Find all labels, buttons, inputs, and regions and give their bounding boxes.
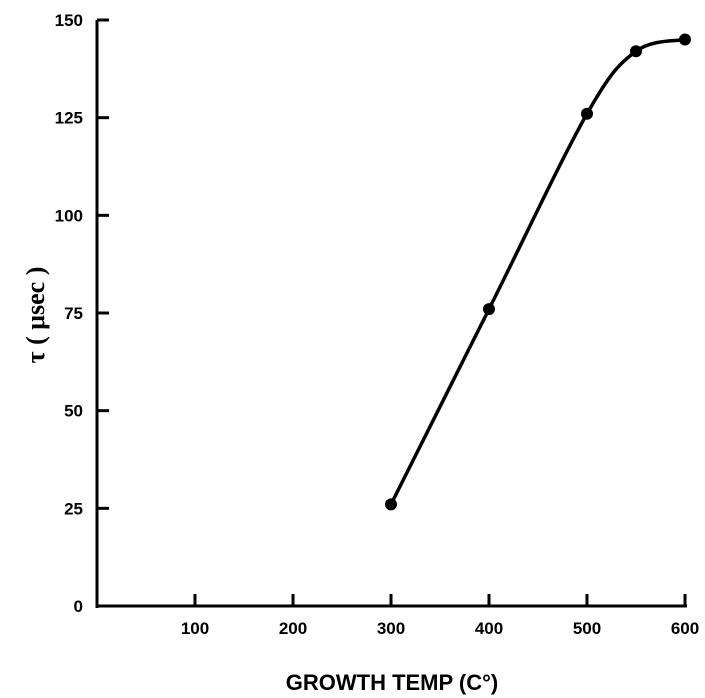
data-point [581,107,593,120]
y-axis-label: τ ( μsec ) [21,267,50,364]
y-tick-label: 125 [55,109,83,128]
y-tick-label: 100 [55,206,83,225]
y-tick-label: 0 [74,597,83,616]
data-point [385,498,397,511]
x-tick-label: 400 [475,619,503,638]
y-tick-label: 25 [64,499,83,518]
y-tick-label: 75 [64,304,83,323]
x-axis-label: GROWTH TEMP (C°) [286,670,498,695]
x-tick-label: 300 [377,619,405,638]
series-line [389,37,687,507]
axes [95,20,687,608]
x-tick-label: 200 [279,619,307,638]
x-tick-label: 600 [671,619,699,638]
x-tick-label: 100 [181,619,209,638]
data-point [483,303,495,316]
data-point [630,45,642,58]
ticks: 0 25 50 75 100 125 150 100 200 300 400 500 600 [55,11,700,638]
data-point [679,33,691,46]
x-tick-label: 500 [573,619,601,638]
series [385,33,691,511]
y-tick-label: 150 [55,11,83,30]
y-tick-label: 50 [64,402,83,421]
